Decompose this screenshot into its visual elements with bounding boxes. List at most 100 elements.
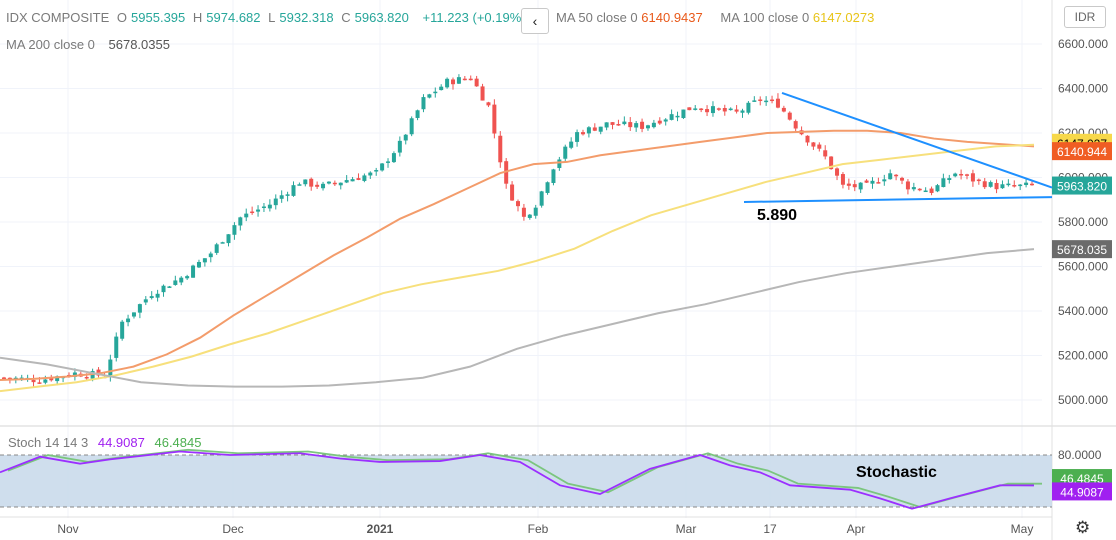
candle-body <box>1012 185 1017 187</box>
candle-body <box>858 182 863 190</box>
candle-body <box>43 379 48 383</box>
candle-body <box>220 242 225 244</box>
candle-body <box>439 86 444 91</box>
candle-body <box>510 184 515 201</box>
candle-body <box>722 108 727 112</box>
candle-body <box>1024 182 1029 186</box>
candle-body <box>592 127 597 131</box>
candle-body <box>604 122 609 128</box>
candle-body <box>628 122 633 128</box>
x-tick-label: Apr <box>847 522 866 536</box>
candle-body <box>315 184 320 187</box>
ma100-value: 6147.0273 <box>812 10 875 25</box>
candle-body <box>297 184 302 186</box>
ma-line-ma50 <box>0 129 1035 381</box>
x-tick-label: 17 <box>763 522 777 536</box>
ma200-label: MA 200 close 0 <box>6 37 95 52</box>
resistance-trendline <box>781 92 1053 189</box>
candle-body <box>840 174 845 185</box>
candle-body <box>787 112 792 120</box>
currency-button[interactable]: IDR <box>1064 6 1106 28</box>
stoch-legend: Stoch 14 14 3 44.9087 46.4845 <box>8 435 201 450</box>
candle-body <box>326 181 331 184</box>
stoch-d-line <box>7 448 1043 508</box>
candle-body <box>917 188 922 191</box>
candle-body <box>994 182 999 190</box>
candle-body <box>49 377 54 381</box>
chevron-left-icon: ‹ <box>532 13 538 29</box>
candle-body <box>527 214 532 218</box>
candles <box>2 74 1034 388</box>
candle-body <box>462 78 467 81</box>
ma-line-ma100 <box>0 143 1035 393</box>
candle-body <box>888 173 893 180</box>
gear-icon[interactable]: ⚙ <box>1075 518 1091 537</box>
candle-body <box>616 124 621 126</box>
candle-body <box>923 190 928 193</box>
candle-body <box>764 100 769 103</box>
candle-body <box>391 153 396 163</box>
candle-body <box>451 79 456 85</box>
x-axis-labels: Nov Dec 2021 Feb Mar 17 Apr May <box>57 522 1033 536</box>
stoch-label: Stoch 14 14 3 <box>8 435 89 450</box>
candle-body <box>131 312 136 317</box>
change-value: +11.223 (+0.19%) <box>422 10 526 25</box>
candle-body <box>823 150 828 157</box>
candle-body <box>368 172 373 176</box>
candle-body <box>693 108 698 110</box>
candle-body <box>929 188 934 193</box>
candle-body <box>179 277 184 283</box>
candle-body <box>137 304 142 313</box>
stoch-k-line <box>0 450 1035 510</box>
ma50-value: 6140.9437 <box>641 10 703 25</box>
candle-body <box>445 78 450 88</box>
candle-body <box>397 140 402 153</box>
candle-body <box>149 296 154 299</box>
candle-body <box>876 182 881 184</box>
candle-body <box>846 183 851 186</box>
close-value: 5963.820 <box>354 10 409 25</box>
collapse-indicators-button[interactable]: ‹ <box>521 8 549 34</box>
candle-body <box>167 286 172 288</box>
candle-body <box>108 359 113 377</box>
candle-body <box>551 169 556 184</box>
candle-body <box>433 91 438 94</box>
candle-body <box>835 168 840 176</box>
candle-body <box>988 182 993 187</box>
candle-body <box>421 97 426 110</box>
stoch-band <box>0 455 1052 507</box>
candle-body <box>829 156 834 170</box>
candle-body <box>474 78 479 87</box>
candle-body <box>250 211 255 214</box>
candle-body <box>557 159 562 168</box>
candle-body <box>380 163 385 171</box>
stoch-annotation: Stochastic <box>856 464 937 481</box>
candle-body <box>468 78 473 81</box>
candle-body <box>338 182 343 186</box>
candle-body <box>516 201 520 207</box>
support-trendline <box>743 196 1053 203</box>
candle-body <box>161 285 166 293</box>
candle-body <box>244 213 249 218</box>
candle-body <box>575 132 580 142</box>
candle-body <box>775 98 780 108</box>
candle-body <box>214 244 219 253</box>
candle-body <box>415 110 420 118</box>
candle-body <box>953 173 958 177</box>
stoch-tick-label: 80.0000 <box>1058 448 1102 462</box>
candle-body <box>817 144 822 149</box>
candle-body <box>905 181 910 190</box>
candle-body <box>267 204 272 209</box>
candle-body <box>746 102 751 113</box>
candle-body <box>651 122 656 128</box>
candle-body <box>285 194 290 196</box>
candle-body <box>155 293 160 298</box>
candle-body <box>1018 184 1023 187</box>
candle-body <box>427 94 432 98</box>
price-badge-label: 5678.035 <box>1057 243 1107 257</box>
candle-body <box>976 179 981 182</box>
candle-body <box>2 377 6 379</box>
ma200-legend: MA 200 close 0 5678.0355 <box>6 37 170 52</box>
